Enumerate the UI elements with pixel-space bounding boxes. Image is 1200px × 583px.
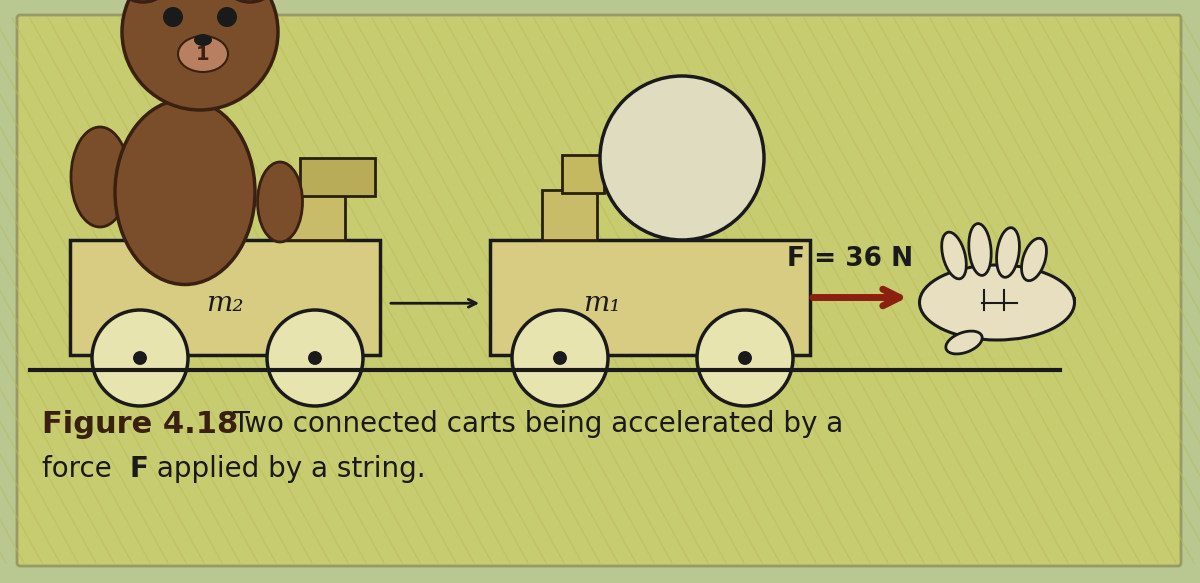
Circle shape xyxy=(553,352,566,364)
Text: F = 36 N: F = 36 N xyxy=(787,247,913,272)
Circle shape xyxy=(697,310,793,406)
Text: m₁: m₁ xyxy=(583,290,620,317)
Circle shape xyxy=(92,310,188,406)
Circle shape xyxy=(220,0,280,2)
Circle shape xyxy=(600,76,764,240)
Circle shape xyxy=(308,352,322,364)
Text: Figure 4.18: Figure 4.18 xyxy=(42,410,239,439)
FancyBboxPatch shape xyxy=(490,240,810,355)
Circle shape xyxy=(217,7,238,27)
FancyBboxPatch shape xyxy=(562,155,604,193)
Circle shape xyxy=(512,310,608,406)
Ellipse shape xyxy=(178,36,228,72)
Ellipse shape xyxy=(942,232,966,279)
Text: Two connected carts being accelerated by a: Two connected carts being accelerated by… xyxy=(232,410,844,438)
Ellipse shape xyxy=(996,228,1020,278)
FancyBboxPatch shape xyxy=(286,192,346,240)
Text: applied by a string.: applied by a string. xyxy=(148,455,426,483)
FancyBboxPatch shape xyxy=(300,158,374,196)
Ellipse shape xyxy=(115,100,256,285)
Text: force: force xyxy=(42,455,121,483)
Text: m₂: m₂ xyxy=(206,290,244,317)
Text: F: F xyxy=(130,455,149,483)
FancyBboxPatch shape xyxy=(542,190,598,240)
Circle shape xyxy=(163,7,182,27)
FancyBboxPatch shape xyxy=(17,15,1181,566)
Ellipse shape xyxy=(71,127,130,227)
Ellipse shape xyxy=(1021,238,1046,280)
Ellipse shape xyxy=(919,265,1074,340)
Ellipse shape xyxy=(968,224,991,275)
Circle shape xyxy=(133,352,146,364)
Circle shape xyxy=(113,0,173,2)
Circle shape xyxy=(739,352,751,364)
Circle shape xyxy=(122,0,278,110)
Ellipse shape xyxy=(258,162,302,242)
Ellipse shape xyxy=(194,34,212,46)
FancyBboxPatch shape xyxy=(70,240,380,355)
Circle shape xyxy=(266,310,364,406)
Ellipse shape xyxy=(946,331,982,354)
Text: 1: 1 xyxy=(196,44,210,64)
